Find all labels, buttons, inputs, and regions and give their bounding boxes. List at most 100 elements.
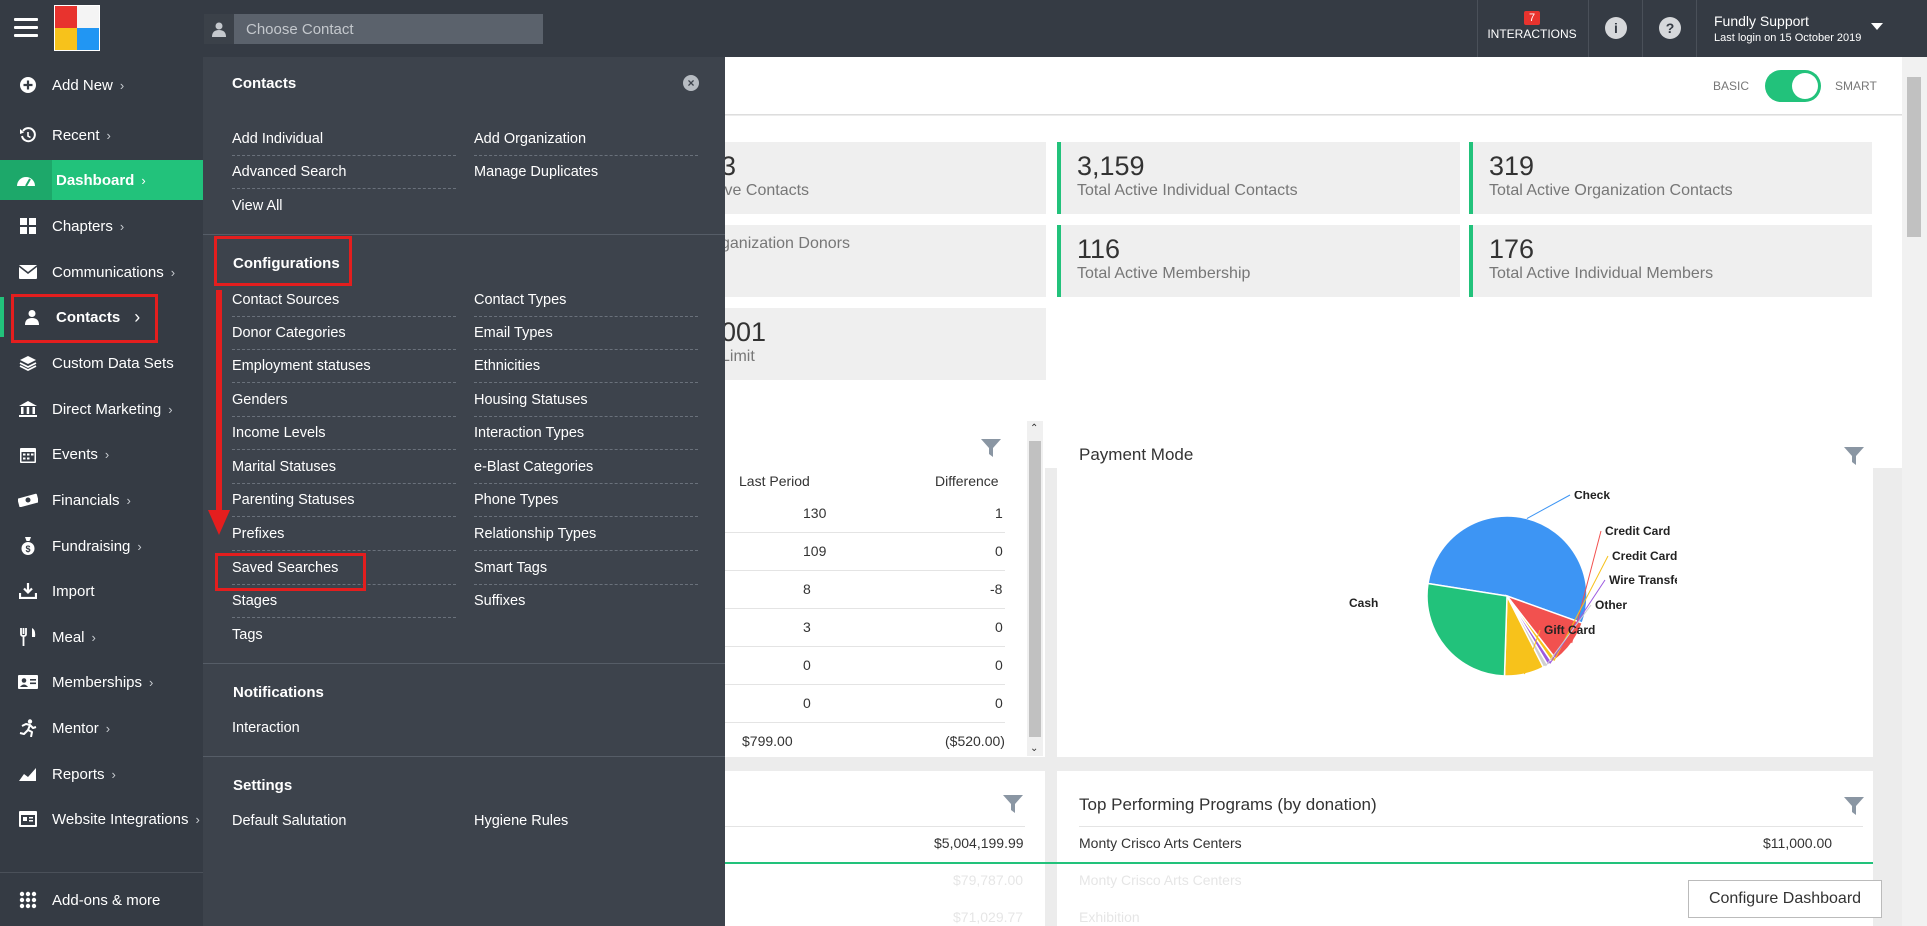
contact-search-input[interactable] — [234, 20, 534, 38]
link-stages[interactable]: Stages — [232, 593, 456, 618]
stat-card[interactable]: 319 Total Active Organization Contacts — [1469, 142, 1872, 214]
link-genders[interactable]: Genders — [232, 392, 456, 417]
user-menu[interactable]: Fundly Support Last login on 15 October … — [1714, 13, 1861, 44]
summary-value: $71,029.77 — [953, 909, 1024, 925]
notifications-heading: Notifications — [233, 684, 324, 701]
divider — [725, 826, 1025, 827]
link-parenting-statuses[interactable]: Parenting Statuses — [232, 492, 456, 517]
link-hygiene-rules[interactable]: Hygiene Rules — [474, 813, 569, 829]
grid-icon — [18, 216, 38, 236]
chevron-right-icon: › — [111, 766, 116, 782]
sidebar-item-addons[interactable]: Add-ons & more — [0, 880, 203, 920]
link-eblast-categories[interactable]: e-Blast Categories — [474, 459, 698, 484]
sidebar-item-reports[interactable]: Reports › — [0, 754, 203, 794]
link-interaction[interactable]: Interaction — [232, 720, 300, 736]
filter-icon[interactable] — [1844, 797, 1864, 815]
table-row: 109 0 — [725, 533, 1005, 571]
caret-down-icon[interactable] — [1871, 23, 1883, 30]
divider — [203, 663, 725, 664]
person-icon — [22, 307, 42, 327]
scrollbar-thumb[interactable] — [1907, 77, 1921, 237]
sidebar-item-label: Custom Data Sets — [52, 354, 174, 372]
sidebar-item-import[interactable]: Import — [0, 571, 203, 611]
link-tags[interactable]: Tags — [232, 627, 263, 643]
filter-icon[interactable] — [1844, 447, 1864, 465]
scrollbar-thumb[interactable] — [1029, 441, 1041, 737]
sidebar-item-label: Add New — [52, 76, 113, 94]
stat-value: 001 — [725, 317, 767, 347]
link-default-salutation[interactable]: Default Salutation — [232, 813, 347, 829]
sidebar-item-events[interactable]: Events › — [0, 434, 203, 474]
hamburger-menu-icon[interactable] — [14, 18, 38, 38]
stat-card[interactable]: 3 ive Contacts — [725, 142, 1046, 214]
link-employment-statuses[interactable]: Employment statuses — [232, 358, 456, 383]
link-view-all[interactable]: View All — [232, 198, 283, 214]
configure-dashboard-button[interactable]: Configure Dashboard — [1688, 880, 1882, 918]
sidebar-item-label: Contacts — [56, 308, 121, 326]
link-contact-types[interactable]: Contact Types — [474, 292, 698, 317]
question-icon[interactable]: ? — [1659, 17, 1681, 39]
sidebar-item-direct-marketing[interactable]: Direct Marketing › — [0, 389, 203, 429]
link-ethnicities[interactable]: Ethnicities — [474, 358, 698, 383]
link-interaction-types[interactable]: Interaction Types — [474, 425, 698, 450]
scroll-up-icon[interactable]: ⌃ — [1030, 423, 1039, 434]
pie-label: Gift Card — [1544, 623, 1595, 637]
link-smart-tags[interactable]: Smart Tags — [474, 560, 698, 585]
sidebar-item-add-new[interactable]: Add New › — [0, 65, 203, 105]
sidebar-item-contacts[interactable]: Contacts › — [0, 297, 203, 337]
sidebar-item-fundraising[interactable]: $ Fundraising › — [0, 526, 203, 566]
link-donor-categories[interactable]: Donor Categories — [232, 325, 456, 350]
stat-card[interactable]: 176 Total Active Individual Members — [1469, 225, 1872, 297]
link-phone-types[interactable]: Phone Types — [474, 492, 698, 517]
sidebar-item-memberships[interactable]: Memberships › — [0, 662, 203, 702]
stat-card[interactable]: 3,159 Total Active Individual Contacts — [1057, 142, 1460, 214]
stat-card[interactable]: 116 Total Active Membership — [1057, 225, 1460, 297]
link-add-individual[interactable]: Add Individual — [232, 131, 456, 156]
stat-card[interactable]: 001 Limit — [725, 308, 1046, 380]
chevron-right-icon: › — [168, 401, 173, 417]
filter-icon[interactable] — [981, 439, 1001, 457]
sidebar-item-meal[interactable]: Meal › — [0, 617, 203, 657]
sidebar-item-chapters[interactable]: Chapters › — [0, 206, 203, 246]
table-row: $799.00 ($520.00) — [725, 723, 1005, 761]
link-housing-statuses[interactable]: Housing Statuses — [474, 392, 698, 417]
sidebar-item-website-integrations[interactable]: Website Integrations › — [0, 799, 203, 839]
info-icon[interactable]: i — [1605, 17, 1627, 39]
link-prefixes[interactable]: Prefixes — [232, 526, 456, 551]
sidebar-item-communications[interactable]: Communications › — [0, 252, 203, 292]
interactions-button[interactable]: 7 INTERACTIONS — [1478, 10, 1586, 41]
sidebar-item-dashboard[interactable]: Dashboard › — [0, 160, 203, 200]
sidebar-item-label: Financials — [52, 491, 120, 509]
stat-label: ganization Donors — [725, 235, 850, 252]
basic-smart-toggle[interactable] — [1765, 70, 1821, 102]
link-add-organization[interactable]: Add Organization — [474, 131, 698, 156]
link-marital-statuses[interactable]: Marital Statuses — [232, 459, 456, 484]
table-scrollbar[interactable]: ⌃ ⌄ — [1027, 421, 1043, 756]
cell-last: $799.00 — [742, 733, 793, 749]
link-income-levels[interactable]: Income Levels — [232, 425, 456, 450]
sidebar-item-recent[interactable]: Recent › — [0, 115, 203, 155]
stat-card[interactable]: ganization Donors — [725, 225, 1046, 297]
link-contact-sources[interactable]: Contact Sources — [232, 292, 456, 317]
app-logo[interactable] — [54, 5, 100, 51]
link-relationship-types[interactable]: Relationship Types — [474, 526, 698, 551]
pie-label: Cash — [1349, 596, 1378, 610]
link-suffixes[interactable]: Suffixes — [474, 593, 526, 609]
sidebar-item-financials[interactable]: Financials › — [0, 480, 203, 520]
link-saved-searches[interactable]: Saved Searches — [232, 560, 456, 585]
sidebar-item-label: Events — [52, 445, 98, 463]
import-icon — [18, 581, 38, 601]
link-manage-duplicates[interactable]: Manage Duplicates — [474, 164, 599, 180]
close-icon[interactable]: × — [683, 75, 699, 91]
page-scrollbar[interactable] — [1902, 57, 1927, 926]
filter-icon[interactable] — [1003, 795, 1023, 813]
scroll-down-icon[interactable]: ⌄ — [1030, 743, 1039, 754]
pie-slice[interactable] — [1426, 582, 1508, 677]
sidebar-item-custom-data-sets[interactable]: Custom Data Sets — [0, 343, 203, 383]
stat-label: Total Active Individual Members — [1489, 265, 1714, 282]
divider — [1696, 0, 1697, 57]
sidebar-item-mentor[interactable]: Mentor › — [0, 708, 203, 748]
link-advanced-search[interactable]: Advanced Search — [232, 164, 456, 189]
link-email-types[interactable]: Email Types — [474, 325, 698, 350]
payment-mode-card: Payment Mode Check Credit Card Credit Card… — [1057, 421, 1873, 757]
